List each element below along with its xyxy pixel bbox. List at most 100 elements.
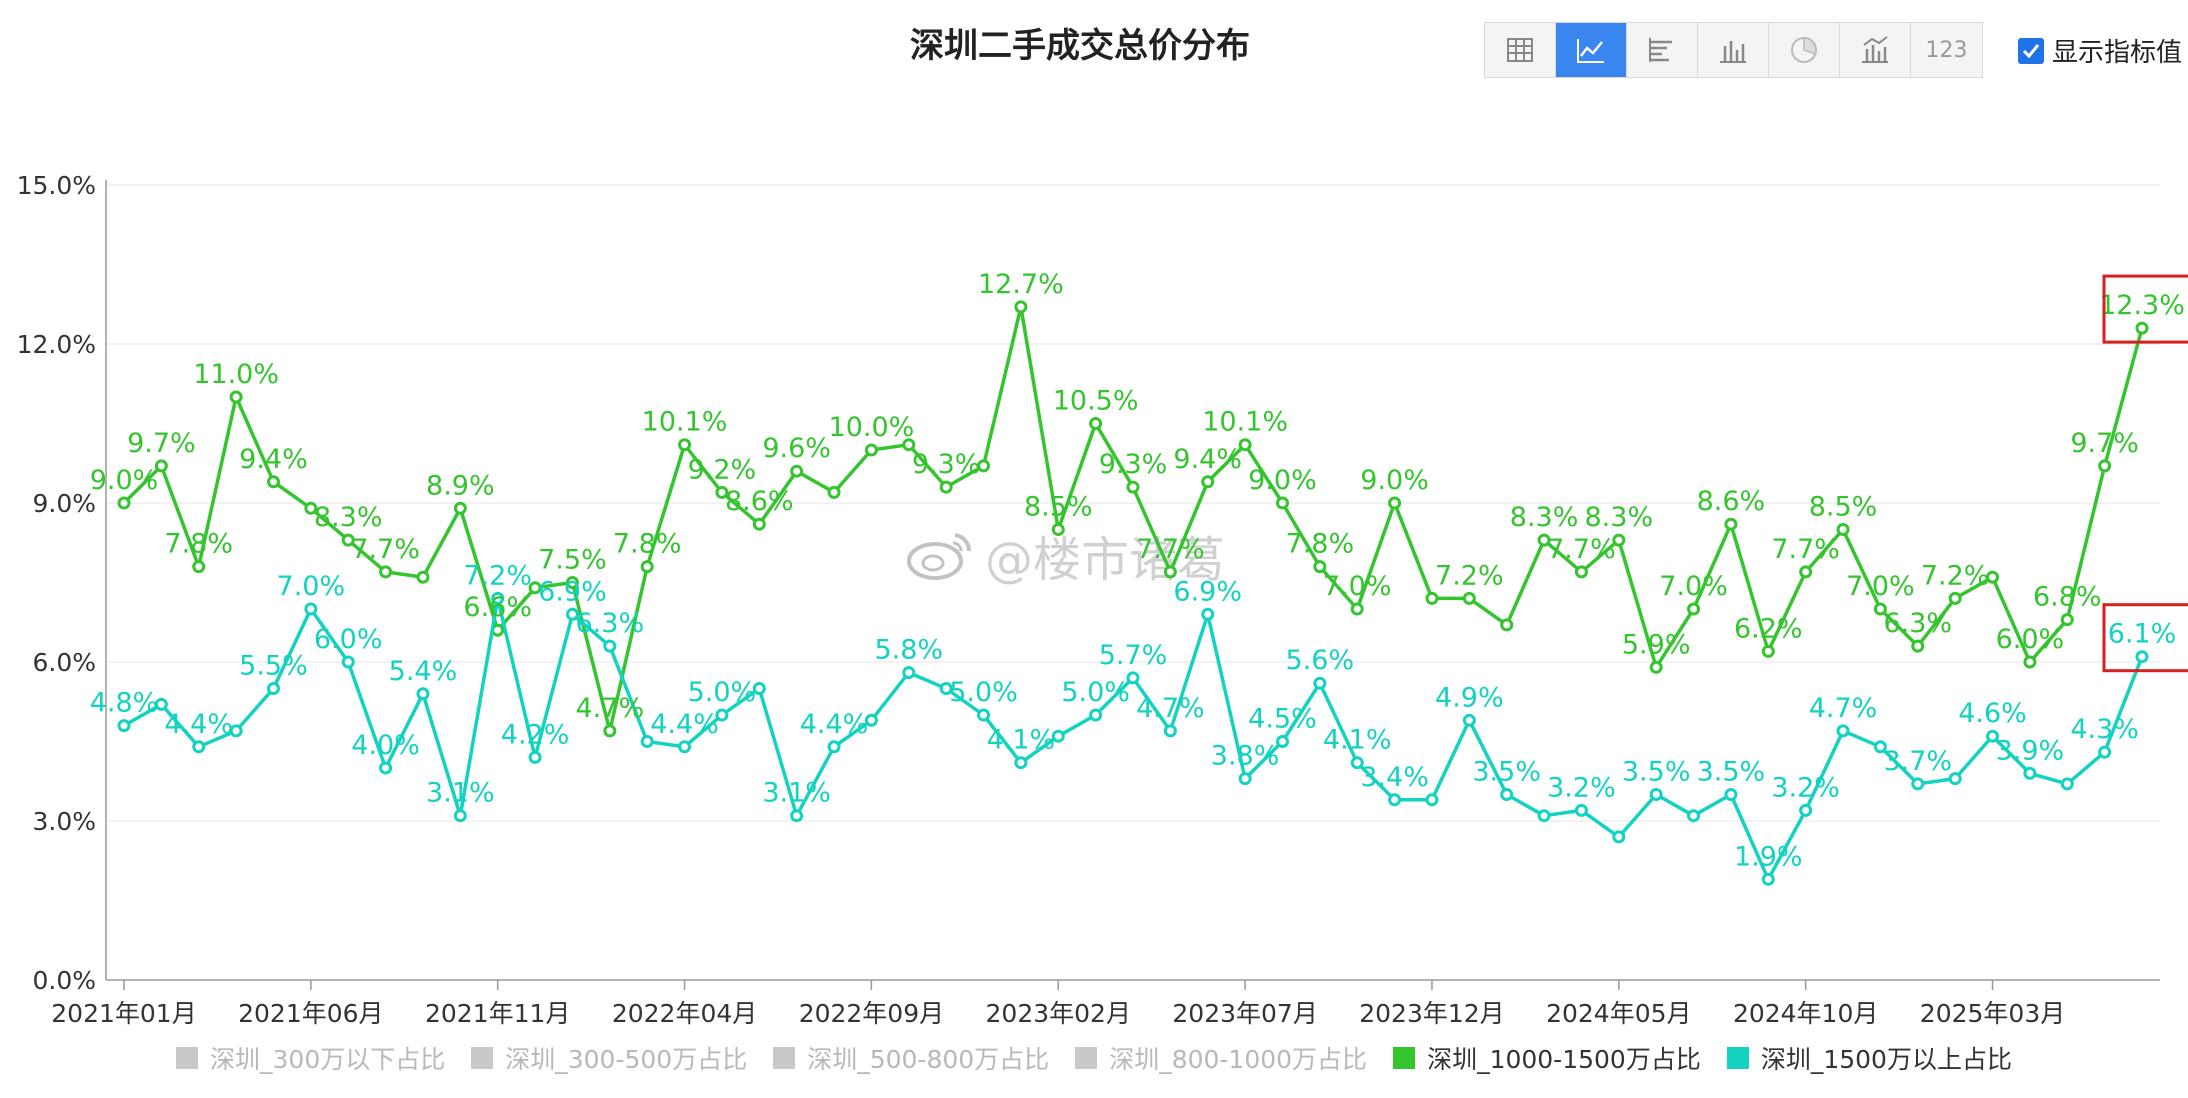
data-point: [1462, 591, 1476, 605]
data-point: [266, 475, 280, 489]
legend-item[interactable]: 深圳_1500万以上占比: [1726, 1040, 2012, 1076]
data-label: 7.0%: [277, 571, 346, 602]
data-point: [192, 560, 206, 574]
x-tick-label: 2023年12月: [1359, 999, 1504, 1028]
x-tick-label: 2022年09月: [799, 999, 944, 1028]
data-point: [1574, 565, 1588, 579]
data-point: [565, 607, 579, 621]
data-label: 6.0%: [1996, 624, 2065, 655]
data-point: [1948, 772, 1962, 786]
data-label: 5.4%: [389, 656, 458, 687]
show-values-checkbox[interactable]: [2018, 37, 2044, 64]
data-point: [640, 560, 654, 574]
y-tick-label: 15.0%: [17, 171, 96, 200]
data-point: [1238, 772, 1252, 786]
horizontal-bar-icon: [1649, 38, 1672, 62]
data-point: [864, 713, 878, 727]
data-label: 6.0%: [314, 624, 383, 655]
data-point: [1911, 777, 1925, 791]
data-label: 7.0%: [1659, 571, 1728, 602]
number-view-button[interactable]: 123: [1911, 23, 1982, 77]
data-point: [1051, 729, 1065, 743]
data-label: 7.2%: [1921, 560, 1990, 591]
data-point: [192, 740, 206, 754]
data-point: [715, 485, 729, 499]
pie-chart-button[interactable]: [1769, 23, 1840, 77]
data-label: 10.0%: [829, 412, 915, 443]
data-point: [1313, 560, 1327, 574]
data-label: 6.9%: [538, 576, 607, 607]
data-label: 3.4%: [1360, 762, 1429, 793]
highlight-box: [2102, 603, 2188, 673]
show-values-toggle[interactable]: 显示指标值: [2018, 32, 2182, 69]
data-label: 5.5%: [239, 651, 308, 682]
data-label: 8.3%: [314, 502, 383, 533]
data-point: [1126, 480, 1140, 494]
legend-item[interactable]: 深圳_300-500万占比: [471, 1040, 747, 1076]
data-point: [416, 570, 430, 584]
data-label: 9.7%: [2070, 428, 2139, 459]
data-point: [2098, 459, 2112, 473]
data-point: [1163, 565, 1177, 579]
data-point: [977, 459, 991, 473]
data-label: 4.2%: [501, 719, 570, 750]
legend-label: 深圳_300万以下占比: [210, 1045, 446, 1074]
data-point: [229, 390, 243, 404]
combo-chart-button[interactable]: [1840, 23, 1911, 77]
y-tick-label: 0.0%: [32, 966, 96, 995]
table-view-button[interactable]: [1485, 23, 1556, 77]
data-label: 11.0%: [193, 359, 279, 390]
x-tick-label: 2025年03月: [1920, 999, 2065, 1028]
data-point: [1126, 671, 1140, 685]
data-label: 3.5%: [1472, 757, 1541, 788]
data-label: 7.8%: [164, 529, 233, 560]
data-point: [1201, 607, 1215, 621]
legend-swatch: [471, 1047, 494, 1069]
legend-label: 深圳_1000-1500万占比: [1427, 1045, 1701, 1074]
data-label: 9.0%: [1248, 465, 1317, 496]
data-point: [2023, 766, 2037, 780]
data-point: [1836, 724, 1850, 738]
chart-type-toolbar: 123: [1484, 22, 1983, 78]
horizontal-bar-button[interactable]: [1627, 23, 1698, 77]
legend-item[interactable]: 深圳_300万以下占比: [176, 1040, 445, 1076]
number-icon: 123: [1925, 37, 1968, 63]
data-label: 7.0%: [1846, 571, 1915, 602]
data-label: 4.4%: [164, 709, 233, 740]
data-label: 9.4%: [1173, 444, 1242, 475]
data-point: [939, 480, 953, 494]
data-point: [1089, 417, 1103, 430]
x-tick-label: 2023年02月: [986, 999, 1131, 1028]
data-point: [1275, 735, 1289, 748]
legend-item[interactable]: 深圳_500-800万占比: [773, 1040, 1049, 1076]
data-labels: 9.0%9.7%7.8%11.0%9.4%8.3%7.7%8.9%6.6%7.5…: [90, 269, 2185, 872]
data-point: [1911, 639, 1925, 653]
data-label: 7.7%: [351, 534, 420, 565]
data-point: [1612, 830, 1626, 844]
data-point: [1313, 676, 1327, 690]
data-label: 12.7%: [978, 269, 1064, 300]
data-label: 4.1%: [987, 725, 1056, 756]
x-tick-label: 2021年01月: [51, 999, 196, 1028]
data-label: 7.8%: [613, 529, 682, 560]
data-label: 3.5%: [1697, 757, 1766, 788]
legend-item[interactable]: 深圳_800-1000万占比: [1075, 1040, 1367, 1076]
data-point: [678, 740, 692, 754]
data-point: [640, 735, 654, 748]
data-point: [229, 724, 243, 738]
data-point: [304, 602, 318, 616]
table-icon: [1507, 38, 1533, 62]
data-label: 4.1%: [1323, 725, 1392, 756]
legend-label: 深圳_800-1000万占比: [1109, 1045, 1368, 1074]
data-point: [603, 639, 617, 653]
x-tick-label: 2021年06月: [238, 999, 383, 1028]
bar-chart-button[interactable]: [1698, 23, 1769, 77]
data-point: [528, 581, 542, 595]
data-label: 4.0%: [351, 730, 420, 761]
data-point: [154, 459, 168, 473]
data-label: 3.1%: [762, 778, 831, 809]
line-chart-button[interactable]: [1556, 23, 1627, 77]
data-point: [1425, 591, 1439, 605]
legend-item[interactable]: 深圳_1000-1500万占比: [1393, 1040, 1701, 1076]
